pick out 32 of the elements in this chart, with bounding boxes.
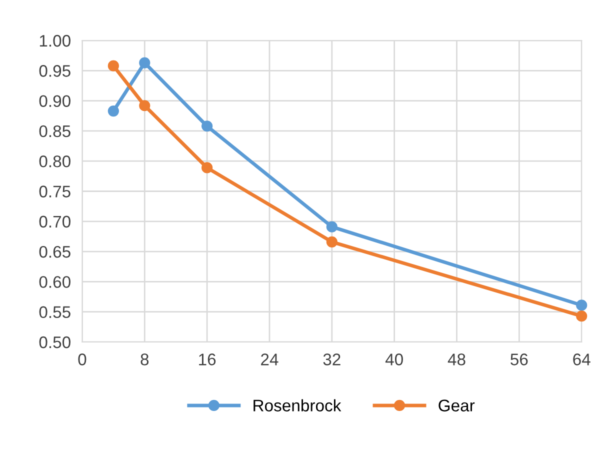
y-tick-label: 0.60 xyxy=(39,276,70,288)
legend-label: Rosenbrock xyxy=(254,399,342,412)
y-tick-label: 0.80 xyxy=(39,156,70,168)
x-tick-label: 0 xyxy=(78,354,86,366)
x-tick-label: 16 xyxy=(199,354,216,366)
x-tick-label: 24 xyxy=(261,354,278,366)
point xyxy=(139,100,150,112)
x-tick-label: 40 xyxy=(385,354,403,366)
y-tick-label: 0.65 xyxy=(39,246,70,258)
y-tick-label: 0.95 xyxy=(39,65,70,77)
x-tick-label: 32 xyxy=(323,354,340,366)
y-tick-label: 0.50 xyxy=(39,336,70,348)
y-tick-label: 0.55 xyxy=(39,306,70,318)
y-tick-label: 0.90 xyxy=(39,95,70,108)
y-tick-label: 0.85 xyxy=(39,125,70,138)
x-tick-label: 64 xyxy=(573,354,590,366)
y-tick-label: 0.70 xyxy=(39,216,70,228)
point xyxy=(576,310,588,322)
point xyxy=(202,120,213,132)
point xyxy=(108,105,119,117)
point xyxy=(326,236,338,248)
x-tick-label: 8 xyxy=(140,354,149,366)
point xyxy=(108,60,119,72)
point xyxy=(326,221,338,232)
x-tick-label: 48 xyxy=(448,354,466,366)
point xyxy=(202,162,213,174)
y-tick-label: 1.00 xyxy=(40,34,70,47)
point xyxy=(576,300,588,311)
x-tick-label: 56 xyxy=(510,354,528,366)
legend-label: Gear xyxy=(438,400,475,412)
y-tick-label: 0.75 xyxy=(39,186,70,198)
point xyxy=(139,57,150,68)
